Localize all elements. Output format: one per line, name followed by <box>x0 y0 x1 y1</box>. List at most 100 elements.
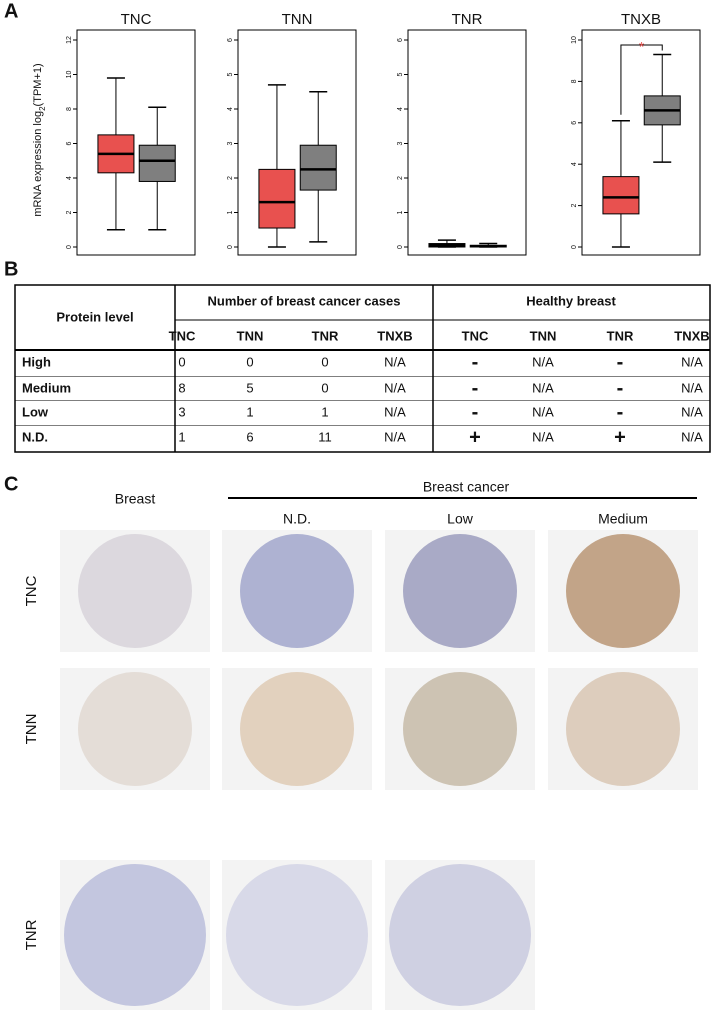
subheader: Low <box>447 511 474 527</box>
column-header: TNXB <box>377 328 412 343</box>
row-label: Low <box>22 404 49 419</box>
tissue-core <box>78 672 192 786</box>
row-label: N.D. <box>22 429 48 444</box>
panel-label: A <box>4 0 18 22</box>
row-label: TNN <box>23 714 40 745</box>
plot-frame <box>76 29 196 256</box>
significance-bracket <box>620 44 663 115</box>
tissue-core <box>240 672 354 786</box>
chart-title: TNN <box>282 11 313 28</box>
table-cell: - <box>617 377 624 399</box>
table-group-header: Healthy breast <box>526 293 616 308</box>
table-cell: 0 <box>246 354 253 369</box>
y-tick-label: 12 <box>66 36 73 44</box>
y-tick-label: 8 <box>571 79 578 83</box>
y-tick-label: 0 <box>66 245 73 249</box>
subheader: Medium <box>598 511 648 527</box>
table-cell: - <box>472 351 479 373</box>
table-cell: 0 <box>321 380 328 395</box>
table-group-header: Number of breast cancer cases <box>208 293 401 308</box>
y-tick-label: 6 <box>227 38 234 42</box>
y-tick-label: 3 <box>397 141 404 145</box>
table-cell: N/A <box>384 380 406 395</box>
y-tick-label: 4 <box>227 107 234 111</box>
plot-frame <box>407 29 527 256</box>
column-header: TNR <box>607 328 634 343</box>
box <box>602 176 640 215</box>
chart-title: TNR <box>452 11 483 28</box>
table-cell: N/A <box>681 404 703 419</box>
y-tick-label: 0 <box>397 245 404 249</box>
tissue-core <box>226 864 368 1006</box>
panel-label: B <box>4 258 18 280</box>
y-tick-label: 6 <box>66 141 73 145</box>
tissue-core <box>403 534 517 648</box>
table-cell: - <box>617 351 624 373</box>
table-cell: 8 <box>178 380 185 395</box>
chart-title: TNXB <box>621 11 661 28</box>
table-cell: 1 <box>178 429 185 444</box>
table-header: Protein level <box>56 309 133 324</box>
table-cell: N/A <box>384 429 406 444</box>
y-tick-label: 2 <box>66 210 73 214</box>
y-tick-label: 3 <box>227 141 234 145</box>
table-cell: + <box>469 426 481 448</box>
tissue-core <box>78 534 192 648</box>
tissue-core <box>403 672 517 786</box>
y-tick-label: 4 <box>571 162 578 166</box>
table-cell: 3 <box>178 404 185 419</box>
column-header: TNR <box>312 328 339 343</box>
table-cell: N/A <box>681 380 703 395</box>
plot-frame <box>581 29 701 256</box>
table-cell: 0 <box>178 354 185 369</box>
table-cell: + <box>614 426 626 448</box>
column-header: TNC <box>169 328 196 343</box>
tissue-core <box>566 672 680 786</box>
y-tick-label: 2 <box>227 176 234 180</box>
y-tick-label: 5 <box>227 72 234 76</box>
y-tick-label: 6 <box>397 38 404 42</box>
tissue-core <box>389 864 531 1006</box>
column-header: Breast <box>115 491 156 507</box>
tissue-core <box>566 534 680 648</box>
table-cell: N/A <box>532 380 554 395</box>
tissue-core <box>64 864 206 1006</box>
y-tick-label: 2 <box>571 204 578 208</box>
table-cell: - <box>617 401 624 423</box>
column-header: TNN <box>237 328 264 343</box>
table-cell: N/A <box>532 354 554 369</box>
box <box>138 144 176 182</box>
y-axis-label-part: (TPM+1) <box>32 63 44 106</box>
table-cell: N/A <box>384 354 406 369</box>
row-label: High <box>22 354 51 369</box>
y-axis-label-part: mRNA expression log <box>32 111 44 217</box>
box <box>299 144 337 191</box>
table-cell: 6 <box>246 429 253 444</box>
table-cell: N/A <box>681 429 703 444</box>
y-tick-label: 1 <box>227 210 234 214</box>
table-cell: 1 <box>246 404 253 419</box>
y-tick-label: 2 <box>397 176 404 180</box>
y-tick-label: 10 <box>66 71 73 79</box>
y-tick-label: 8 <box>66 107 73 111</box>
tissue-core <box>240 534 354 648</box>
table-cell: N/A <box>532 404 554 419</box>
panel-label: C <box>4 473 18 495</box>
significance-label: * <box>639 39 645 55</box>
y-tick-label: 0 <box>227 245 234 249</box>
table-cell: N/A <box>532 429 554 444</box>
table-cell: - <box>472 377 479 399</box>
box <box>258 168 296 229</box>
row-label: Medium <box>22 380 71 395</box>
chart-title: TNC <box>121 11 152 28</box>
y-tick-label: 4 <box>66 176 73 180</box>
subheader: N.D. <box>283 511 311 527</box>
table-cell: - <box>472 401 479 423</box>
y-tick-label: 10 <box>571 36 578 44</box>
y-tick-label: 0 <box>571 245 578 249</box>
group-header: Breast cancer <box>423 479 510 495</box>
column-header: TNN <box>530 328 557 343</box>
table-border <box>14 284 711 453</box>
table-cell: N/A <box>384 404 406 419</box>
